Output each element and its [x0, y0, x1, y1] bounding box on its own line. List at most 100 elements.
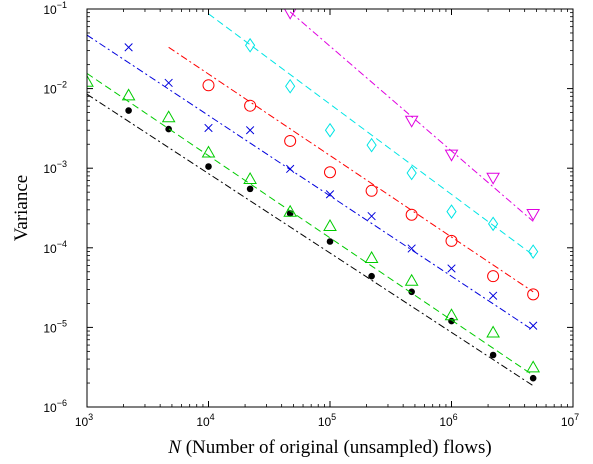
- data-point-triangle-down: [486, 172, 500, 185]
- y-tick-exponent: −4: [57, 239, 67, 249]
- data-point-dot: [205, 163, 212, 170]
- x-tick-label: 105: [318, 412, 336, 429]
- data-point-x: [245, 126, 255, 135]
- data-point-circle: [284, 134, 297, 147]
- x-tick-exponent: 6: [453, 412, 458, 422]
- data-point-diamond: [244, 37, 256, 53]
- y-tick-base: 10: [43, 321, 57, 335]
- data-point-x: [367, 211, 376, 221]
- data-point-dot: [326, 238, 334, 245]
- data-point-x: [325, 190, 335, 199]
- data-point-dot: [125, 107, 132, 114]
- x-tick-base: 10: [561, 415, 575, 429]
- data-point-circle: [365, 184, 378, 197]
- data-point-dot: [489, 351, 497, 359]
- data-point-dot: [246, 185, 254, 193]
- data-point-circle: [324, 166, 336, 179]
- y-tick-base: 10: [43, 3, 57, 17]
- fit-line-circle: [168, 46, 534, 293]
- data-point-triangle-down: [284, 9, 297, 20]
- x-axis-label-var: N: [167, 437, 182, 458]
- data-point-diamond: [285, 78, 296, 94]
- fit-line-x: [87, 34, 534, 331]
- data-point-diamond: [324, 122, 336, 138]
- data-point-triangle-up: [121, 88, 136, 101]
- series-dot: [87, 93, 537, 387]
- y-tick-base: 10: [43, 162, 57, 176]
- data-point-x: [529, 321, 538, 330]
- data-point-x: [286, 164, 295, 174]
- data-point-triangle-up: [444, 308, 459, 321]
- data-point-triangle-down: [404, 115, 419, 128]
- data-point-circle: [527, 288, 540, 301]
- y-tick-base: 10: [43, 401, 57, 415]
- x-axis-label: N (Number of original (unsampled) flows): [167, 437, 491, 458]
- x-tick-label: 107: [561, 412, 579, 429]
- x-tick-base: 10: [75, 415, 89, 429]
- data-point-x: [407, 244, 416, 253]
- y-tick-exponent: −2: [57, 80, 67, 90]
- y-tick-label: 10−5: [43, 318, 67, 335]
- data-point-circle: [487, 270, 500, 283]
- y-tick-exponent: −3: [57, 159, 67, 169]
- data-point-x: [204, 123, 213, 133]
- series-triangle-up: [87, 73, 541, 376]
- data-point-triangle-up: [526, 360, 541, 373]
- data-point-dot: [165, 125, 172, 133]
- data-point-triangle-down: [444, 149, 459, 162]
- data-point-x: [488, 291, 498, 300]
- data-point-circle: [202, 79, 215, 92]
- data-point-circle: [405, 208, 418, 221]
- data-point-x: [124, 43, 133, 52]
- fit-line-dot: [87, 93, 534, 387]
- y-tick-exponent: −6: [57, 398, 67, 408]
- data-point-dot: [408, 288, 415, 296]
- series-triangle-down: [284, 9, 541, 222]
- fit-line-triangle-up: [87, 73, 534, 376]
- y-axis-label: Variance: [11, 175, 32, 241]
- data-point-diamond: [446, 204, 457, 219]
- y-tick-label: 10−4: [43, 239, 67, 256]
- data-point-x: [164, 78, 173, 88]
- x-tick-exponent: 5: [331, 412, 336, 422]
- y-tick-exponent: −5: [57, 318, 67, 328]
- y-tick-base: 10: [43, 83, 57, 97]
- fit-line-diamond: [208, 13, 534, 256]
- data-point-diamond: [406, 165, 417, 181]
- data-point-triangle-up: [323, 219, 337, 232]
- y-tick-label: 10−3: [43, 159, 67, 176]
- x-tick-label: 106: [439, 412, 457, 429]
- data-point-triangle-up: [486, 325, 500, 338]
- data-point-diamond: [528, 244, 539, 260]
- data-point-triangle-up: [87, 74, 94, 87]
- data-point-diamond: [487, 216, 499, 232]
- data-point-triangle-up: [243, 172, 257, 185]
- data-point-diamond: [366, 137, 377, 153]
- data-point-dot: [368, 272, 375, 280]
- data-point-x: [447, 264, 456, 273]
- x-tick-label: 104: [196, 412, 214, 429]
- y-tick-base: 10: [43, 242, 57, 256]
- data-point-triangle-up: [404, 273, 419, 286]
- y-tick-label: 10−6: [43, 398, 67, 415]
- x-tick-base: 10: [439, 415, 453, 429]
- x-tick-exponent: 4: [210, 412, 215, 422]
- y-tick-label: 10−1: [43, 0, 67, 17]
- x-tick-exponent: 7: [574, 412, 579, 422]
- plot-area: [87, 9, 573, 407]
- data-point-triangle-down: [526, 208, 541, 221]
- x-tick-label: 103: [75, 412, 93, 429]
- x-tick-base: 10: [196, 415, 210, 429]
- data-point-triangle-up: [364, 250, 379, 263]
- x-tick-base: 10: [318, 415, 332, 429]
- data-point-triangle-up: [161, 110, 176, 123]
- data-point-triangle-up: [283, 204, 298, 217]
- y-tick-label: 10−2: [43, 80, 67, 97]
- series-diamond: [208, 13, 539, 260]
- data-point-circle: [445, 234, 458, 247]
- series-circle: [168, 46, 540, 301]
- series-x: [87, 34, 538, 331]
- data-point-dot: [529, 374, 537, 382]
